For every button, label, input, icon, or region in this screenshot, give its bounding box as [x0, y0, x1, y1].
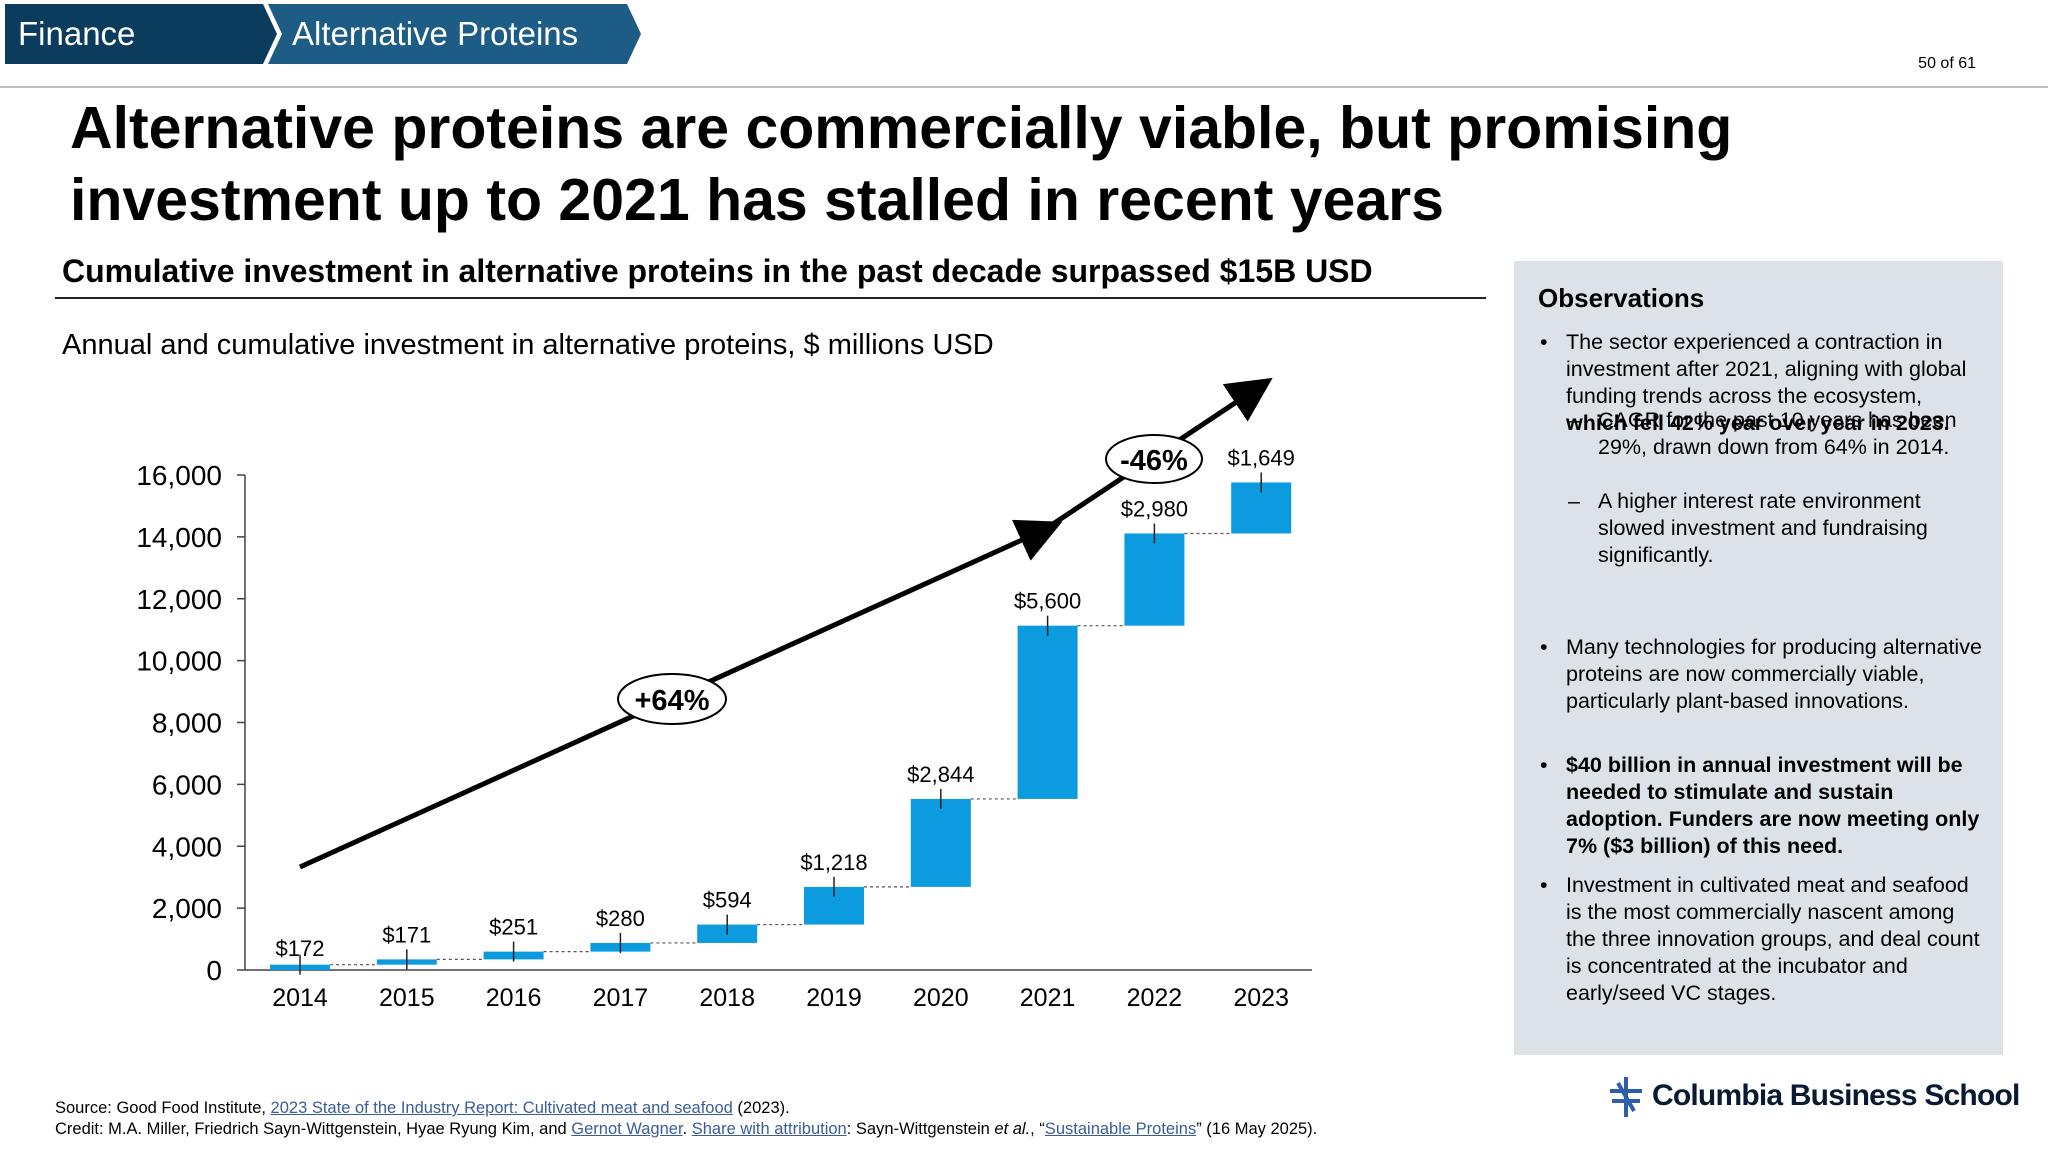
- credit-mid2: , “: [1030, 1120, 1045, 1138]
- sustainable-proteins-link[interactable]: Sustainable Proteins: [1044, 1120, 1197, 1138]
- logo-text: Columbia Business School: [1652, 1079, 2020, 1112]
- x-tick-label: 2018: [699, 984, 755, 1012]
- columbia-logo: Columbia Business School: [1604, 1075, 2020, 1117]
- x-tick-label: 2014: [272, 984, 328, 1012]
- slide-subtitle: Cumulative investment in alternative pro…: [62, 253, 1373, 289]
- credit-suffix: ” (16 May 2025).: [1196, 1120, 1318, 1138]
- observations-panel: Observations • The sector experienced a c…: [1514, 261, 2003, 1055]
- x-tick-label: 2015: [379, 984, 435, 1012]
- x-tick-label: 2016: [486, 984, 542, 1012]
- waterfall-bar: [1017, 625, 1078, 799]
- plot-area: 0 2,000 4,000 6,000 8,000 10,000 12,000 14,000 1…: [136, 445, 1312, 1012]
- bullet-text: Many technologies for producing alternat…: [1566, 634, 1983, 715]
- bar-value-label: $171: [382, 922, 431, 947]
- page-number: 50 of 61: [1918, 55, 1976, 72]
- y-tick-label: 8,000: [152, 708, 222, 739]
- footer-source: Source: Good Food Institute, 2023 State …: [55, 1098, 1317, 1140]
- y-tick-label: 4,000: [152, 831, 222, 862]
- bullet-marker: •: [1540, 635, 1548, 659]
- x-tick-label: 2023: [1233, 984, 1289, 1012]
- bullet-marker: •: [1540, 873, 1548, 897]
- y-tick-label: 14,000: [136, 522, 222, 553]
- breadcrumb-shapes: [5, 4, 641, 64]
- source-line: Source: Good Food Institute, 2023 State …: [55, 1098, 1317, 1119]
- header-divider: [0, 86, 2048, 88]
- credit-prefix: Credit: M.A. Miller, Friedrich Sayn-Witt…: [55, 1120, 572, 1138]
- decline-annotation: -46%: [1120, 445, 1188, 477]
- bar-value-label: $2,844: [907, 762, 974, 787]
- observation-sub-bullet: – CAGR for the past 10 years has been 29%…: [1538, 407, 1983, 461]
- bullet-text: $40 billion in annual investment will be…: [1566, 752, 1983, 860]
- bar-value-label: $1,218: [800, 850, 867, 875]
- breadcrumb-item-finance[interactable]: Finance: [18, 15, 136, 52]
- source-report-link[interactable]: 2023 State of the Industry Report: Culti…: [270, 1099, 733, 1117]
- x-tick-label: 2022: [1127, 984, 1183, 1012]
- y-tick-label: 10,000: [136, 646, 222, 677]
- bullet-text-segment: CAGR for the past 10 years has been 29%,…: [1598, 408, 1957, 459]
- observations-title: Observations: [1538, 283, 1705, 313]
- x-tick-label: 2020: [913, 984, 969, 1012]
- bar-value-label: $251: [489, 915, 538, 940]
- bullet-text: A higher interest rate environment slowe…: [1598, 488, 1983, 569]
- bar-value-label: $1,649: [1228, 445, 1295, 470]
- y-tick-label: 2,000: [152, 893, 222, 924]
- credit-sep: .: [682, 1120, 692, 1138]
- y-tick-label: 0: [206, 955, 222, 986]
- y-tick-label: 16,000: [136, 460, 222, 491]
- chart-heading: Annual and cumulative investment in alte…: [62, 329, 994, 361]
- credit-mid: : Sayn-Wittgenstein: [846, 1120, 995, 1138]
- waterfall-bar: [910, 798, 971, 887]
- bar-value-label: $280: [596, 906, 645, 931]
- bar-value-label: $2,980: [1121, 496, 1188, 521]
- bullet-text: The sector experienced a contraction in …: [1566, 329, 1983, 437]
- decline-annotation-bubble: [1105, 434, 1203, 484]
- bullet-marker: –: [1568, 489, 1580, 513]
- credit-etal: et al.: [994, 1120, 1031, 1138]
- x-tick-label: 2019: [806, 984, 862, 1012]
- bullet-text-segment: The sector experienced a contraction in …: [1566, 330, 1967, 408]
- observation-bullet: • Many technologies for producing alterna…: [1538, 634, 1983, 715]
- columbia-crown-icon: [1610, 1077, 1642, 1117]
- bullet-text-bold: $40 billion in annual investment will be…: [1566, 753, 1980, 858]
- y-tick-label: 6,000: [152, 769, 222, 800]
- bullet-marker: –: [1568, 408, 1580, 432]
- bullet-text-segment: Many technologies for producing alternat…: [1566, 635, 1982, 713]
- waterfall-bar: [1124, 533, 1185, 626]
- author-link[interactable]: Gernot Wagner: [571, 1120, 683, 1138]
- growth-annotation-bubble: [617, 673, 727, 725]
- y-tick-label: 12,000: [136, 584, 222, 615]
- bullet-text-segment: A higher interest rate environment slowe…: [1598, 489, 1928, 567]
- x-tick-label: 2017: [593, 984, 649, 1012]
- observation-sub-bullet: – A higher interest rate environment slow…: [1538, 488, 1983, 569]
- bullet-text: Investment in cultivated meat and seafoo…: [1566, 872, 1983, 1007]
- growth-annotation: +64%: [635, 685, 710, 717]
- observation-bullet: • $40 billion in annual investment will b…: [1538, 752, 1983, 860]
- breadcrumb-second-shape: [268, 4, 641, 64]
- investment-waterfall-chart: +64% -46% 0 2,000 4,000 6,000 8,000 10,000 12,…: [136, 377, 1312, 1012]
- observation-bullet: • Investment in cultivated meat and seafo…: [1538, 872, 1983, 1007]
- x-tick-label: 2021: [1020, 984, 1076, 1012]
- observation-bullet: • The sector experienced a contraction in…: [1538, 329, 1983, 437]
- bar-value-label: $594: [703, 888, 752, 913]
- subtitle-divider: [55, 297, 1486, 299]
- source-suffix: (2023).: [732, 1099, 790, 1117]
- bar-value-label: $5,600: [1014, 589, 1081, 614]
- credit-line: Credit: M.A. Miller, Friedrich Sayn-Witt…: [55, 1119, 1317, 1140]
- trend-arrows: +64% -46%: [298, 377, 1273, 870]
- bullet-text-segment: Investment in cultivated meat and seafoo…: [1566, 873, 1980, 1005]
- source-prefix: Source: Good Food Institute,: [55, 1099, 271, 1117]
- bullet-text-bold: which fell 42% year over year in 2023.: [1566, 411, 1950, 435]
- bar-value-label: $172: [276, 936, 325, 961]
- bullet-text: CAGR for the past 10 years has been 29%,…: [1598, 407, 1983, 461]
- slide-title: Alternative proteins are commercially vi…: [70, 95, 1733, 233]
- bullet-marker: •: [1540, 753, 1548, 777]
- share-attribution-link[interactable]: Share with attribution: [691, 1120, 847, 1138]
- breadcrumb-item-alternative-proteins[interactable]: Alternative Proteins: [292, 15, 579, 52]
- bullet-marker: •: [1540, 330, 1548, 354]
- breadcrumb-first-shape: [5, 4, 277, 64]
- breadcrumb: Finance Alternative Proteins: [5, 4, 645, 64]
